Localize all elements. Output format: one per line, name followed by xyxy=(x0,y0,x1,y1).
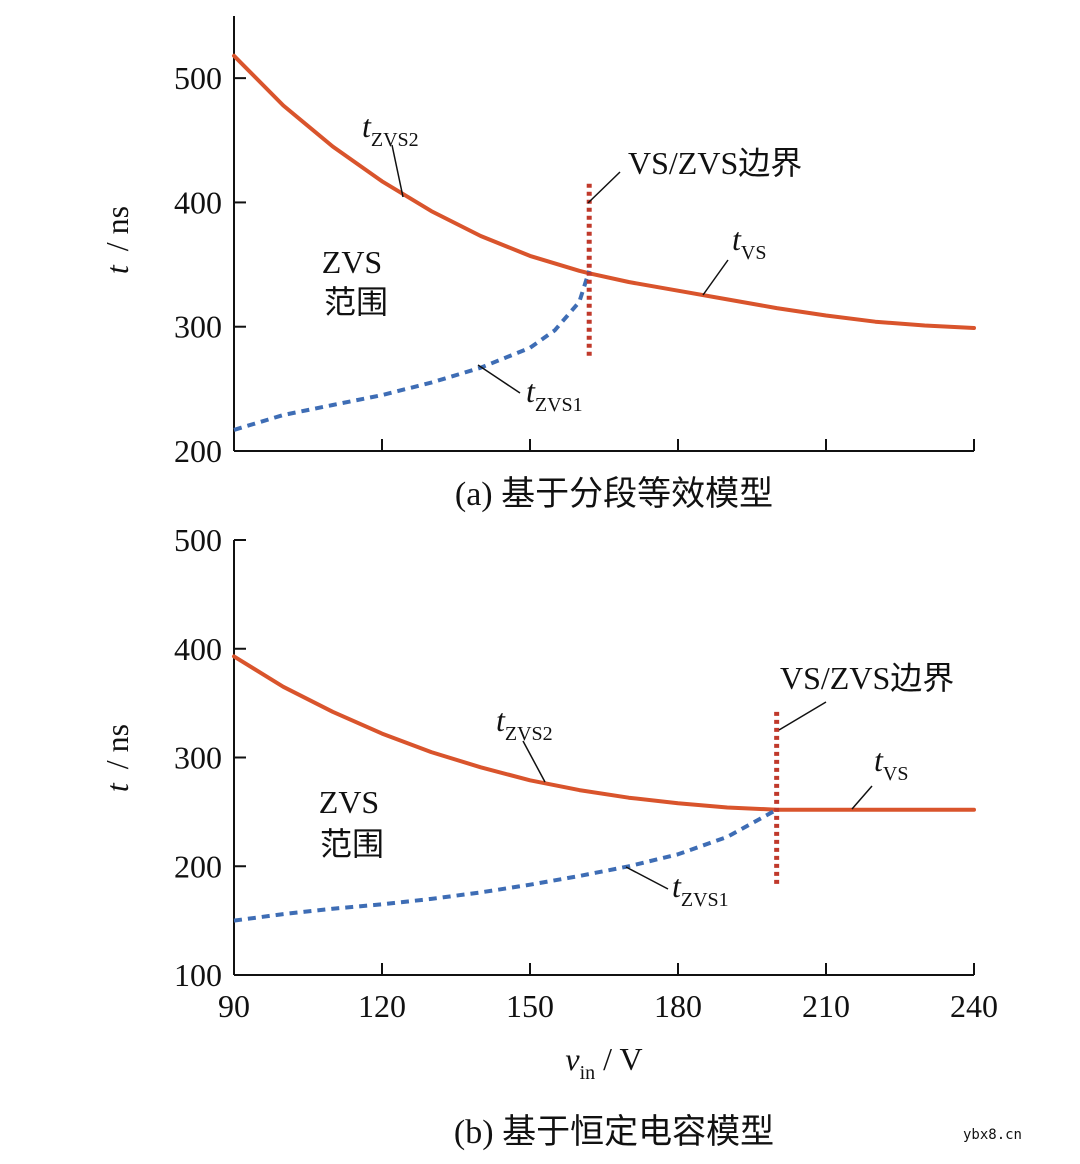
panel-a-tzvs2-leader xyxy=(391,144,404,198)
panel-b-tzvs2-leader xyxy=(522,740,546,783)
panel-a-y-axis-label: t / ns xyxy=(99,206,135,274)
panel-a-tvs-leader xyxy=(702,259,729,296)
panel-b-region-label-2: 范围 xyxy=(320,826,384,862)
panel-a-boundary-leader xyxy=(587,171,621,204)
panel-b-tzvs1-label: tZVS1 xyxy=(672,868,729,911)
panel-a-axes: 200 300 400 500 xyxy=(174,16,975,469)
panel-b-tvs-leader xyxy=(851,785,873,810)
watermark: ybx8.cn xyxy=(963,1127,1022,1143)
panel-a-boundary-label: VS/ZVS边界 xyxy=(628,145,802,181)
panel-b-tzvs2-tvs-curve xyxy=(232,654,976,812)
panel-b-y-tick-label: 100 xyxy=(174,957,222,993)
panel-b-x-tick-label: 240 xyxy=(950,988,998,1024)
panel-b-y-tick-label: 500 xyxy=(174,522,222,558)
panel-b-x-axis-label: vin / V xyxy=(565,1041,642,1084)
panel-a-region-label-1: ZVS xyxy=(322,244,382,280)
panel-b-y-tick-label: 200 xyxy=(174,848,222,884)
panel-b-axes: 100 200 300 400 500 90 120 150 180 210 240 xyxy=(174,522,998,1024)
panel-b-tvs-label: tVS xyxy=(874,742,908,785)
panel-a-caption: (a) 基于分段等效模型 xyxy=(455,475,773,513)
panel-a-y-tick-label: 300 xyxy=(174,309,222,345)
panel-b-boundary-leader xyxy=(778,701,827,731)
panel-a-region-label-2: 范围 xyxy=(324,284,388,320)
panel-a: 200 300 400 500 t / ns ZVS 范围 tZVS2 VS/ZVS边… xyxy=(99,16,976,513)
panel-b-y-axis-label: t / ns xyxy=(99,724,135,792)
panel-b-tzvs1-curve xyxy=(233,807,778,923)
panel-b-x-tick-label: 180 xyxy=(654,988,702,1024)
panel-b-y-tick-label: 300 xyxy=(174,740,222,776)
panel-a-y-tick-label: 200 xyxy=(174,433,222,469)
panel-b-x-tick-label: 90 xyxy=(218,988,250,1024)
panel-a-tzvs2-label: tZVS2 xyxy=(362,108,419,151)
panel-a-series xyxy=(232,53,976,432)
panel-b-x-tick-label: 150 xyxy=(506,988,554,1024)
panel-a-tvs-label: tVS xyxy=(732,221,766,264)
panel-a-tzvs1-label: tZVS1 xyxy=(526,373,583,416)
panel-b-x-tick-label: 120 xyxy=(358,988,406,1024)
panel-a-tzvs1-leader xyxy=(477,364,521,394)
panel-a-y-tick-label: 500 xyxy=(174,60,222,96)
panel-b-tzvs1-leader xyxy=(625,866,669,890)
panel-b-y-tick-label: 400 xyxy=(174,631,222,667)
panel-b-tzvs2-label: tZVS2 xyxy=(496,702,553,745)
panel-b-region-label-1: ZVS xyxy=(319,784,379,820)
panel-a-tzvs1-curve xyxy=(233,270,592,432)
panel-b-boundary-label: VS/ZVS边界 xyxy=(780,660,954,696)
panel-b-caption: (b) 基于恒定电容模型 xyxy=(454,1113,774,1151)
panel-b-x-tick-label: 210 xyxy=(802,988,850,1024)
panel-a-y-tick-label: 400 xyxy=(174,184,222,220)
panel-b-series xyxy=(232,654,976,923)
